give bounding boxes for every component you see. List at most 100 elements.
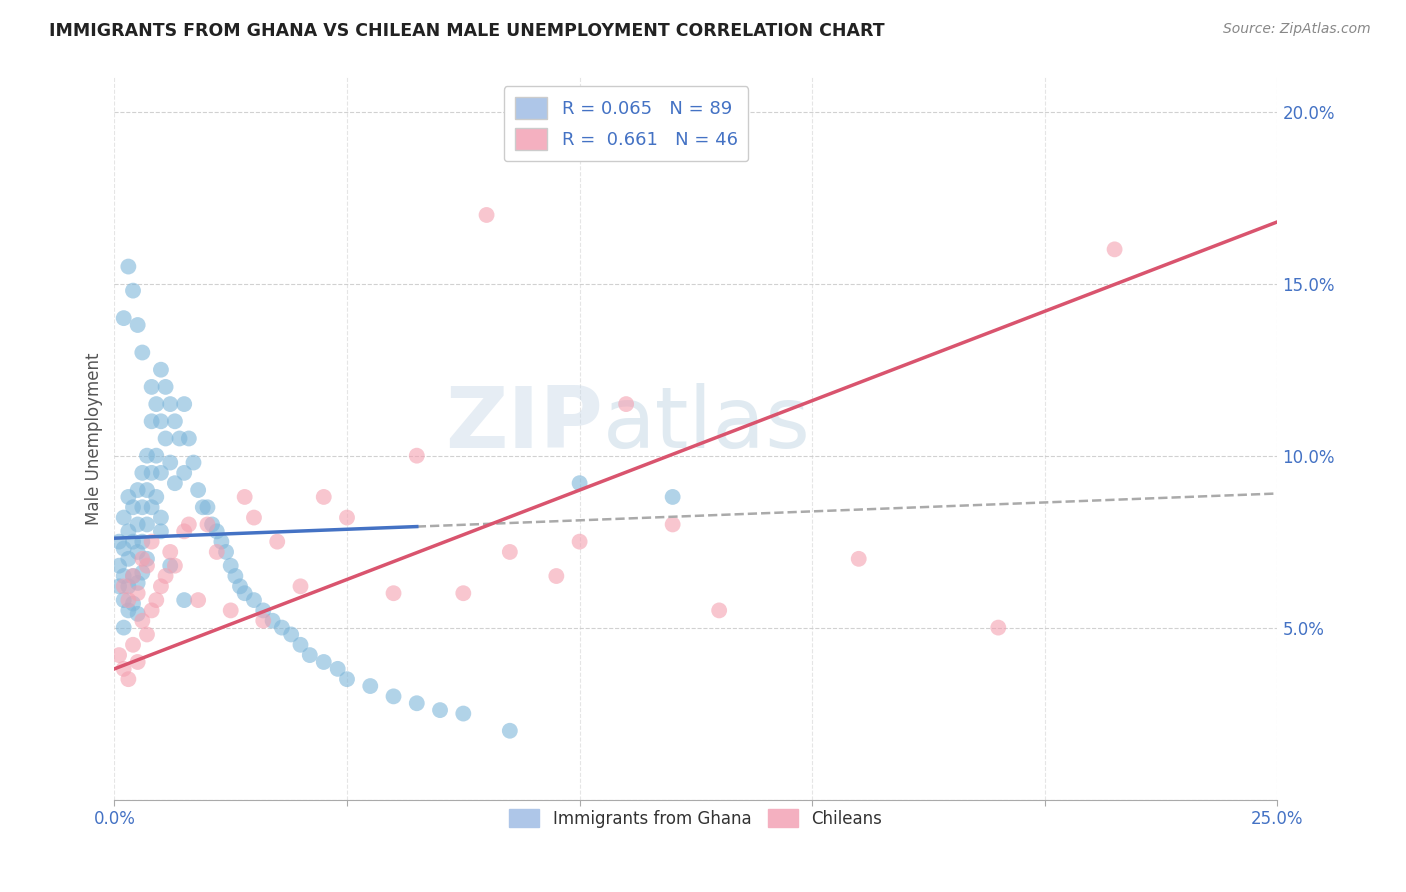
Point — [112, 311, 135, 326]
Point — [197, 500, 219, 515]
Point — [112, 662, 135, 676]
Point — [155, 380, 177, 394]
Point — [117, 524, 139, 539]
Point — [405, 449, 427, 463]
Point — [173, 466, 195, 480]
Point — [136, 517, 159, 532]
Point — [141, 603, 163, 617]
Point — [159, 397, 181, 411]
Point — [209, 534, 232, 549]
Point — [312, 655, 335, 669]
Point — [127, 607, 149, 621]
Point — [177, 517, 200, 532]
Point — [568, 534, 591, 549]
Point — [233, 586, 256, 600]
Point — [499, 545, 522, 559]
Point — [243, 510, 266, 524]
Point — [298, 648, 321, 662]
Point — [122, 569, 145, 583]
Point — [336, 510, 359, 524]
Point — [131, 500, 153, 515]
Point — [252, 603, 274, 617]
Point — [266, 534, 288, 549]
Point — [122, 569, 145, 583]
Point — [117, 603, 139, 617]
Point — [280, 627, 302, 641]
Point — [145, 490, 167, 504]
Text: ZIP: ZIP — [446, 383, 603, 466]
Point — [290, 638, 312, 652]
Text: Source: ZipAtlas.com: Source: ZipAtlas.com — [1223, 22, 1371, 37]
Point — [405, 696, 427, 710]
Point — [136, 449, 159, 463]
Point — [159, 545, 181, 559]
Point — [173, 397, 195, 411]
Point — [262, 614, 284, 628]
Point — [122, 500, 145, 515]
Point — [122, 534, 145, 549]
Point — [112, 621, 135, 635]
Point — [141, 414, 163, 428]
Point — [169, 432, 191, 446]
Point — [173, 593, 195, 607]
Point — [127, 655, 149, 669]
Point — [159, 456, 181, 470]
Point — [229, 579, 252, 593]
Point — [270, 621, 292, 635]
Point — [382, 690, 405, 704]
Point — [155, 432, 177, 446]
Point — [224, 569, 246, 583]
Point — [141, 534, 163, 549]
Point — [159, 558, 181, 573]
Point — [219, 603, 242, 617]
Point — [141, 466, 163, 480]
Point — [149, 362, 172, 376]
Point — [117, 672, 139, 686]
Point — [122, 638, 145, 652]
Point — [312, 490, 335, 504]
Point — [108, 648, 131, 662]
Point — [429, 703, 451, 717]
Point — [453, 706, 475, 721]
Point — [661, 490, 683, 504]
Point — [205, 524, 228, 539]
Point — [112, 593, 135, 607]
Point — [205, 545, 228, 559]
Point — [136, 551, 159, 566]
Point — [131, 534, 153, 549]
Point — [163, 476, 186, 491]
Point — [183, 456, 205, 470]
Point — [290, 579, 312, 593]
Point — [112, 510, 135, 524]
Point — [145, 449, 167, 463]
Point — [141, 500, 163, 515]
Point — [243, 593, 266, 607]
Point — [475, 208, 498, 222]
Legend: Immigrants from Ghana, Chileans: Immigrants from Ghana, Chileans — [503, 803, 889, 835]
Point — [707, 603, 730, 617]
Point — [163, 414, 186, 428]
Point — [546, 569, 568, 583]
Y-axis label: Male Unemployment: Male Unemployment — [86, 352, 103, 524]
Point — [117, 490, 139, 504]
Point — [987, 621, 1010, 635]
Point — [127, 575, 149, 590]
Point — [568, 476, 591, 491]
Point — [117, 551, 139, 566]
Point — [127, 586, 149, 600]
Point — [131, 345, 153, 359]
Point — [163, 558, 186, 573]
Point — [187, 593, 209, 607]
Point — [359, 679, 381, 693]
Point — [149, 524, 172, 539]
Point — [173, 524, 195, 539]
Point — [145, 593, 167, 607]
Point — [149, 579, 172, 593]
Point — [201, 517, 224, 532]
Point — [131, 614, 153, 628]
Point — [117, 593, 139, 607]
Point — [326, 662, 349, 676]
Point — [848, 551, 870, 566]
Point — [155, 569, 177, 583]
Point — [149, 414, 172, 428]
